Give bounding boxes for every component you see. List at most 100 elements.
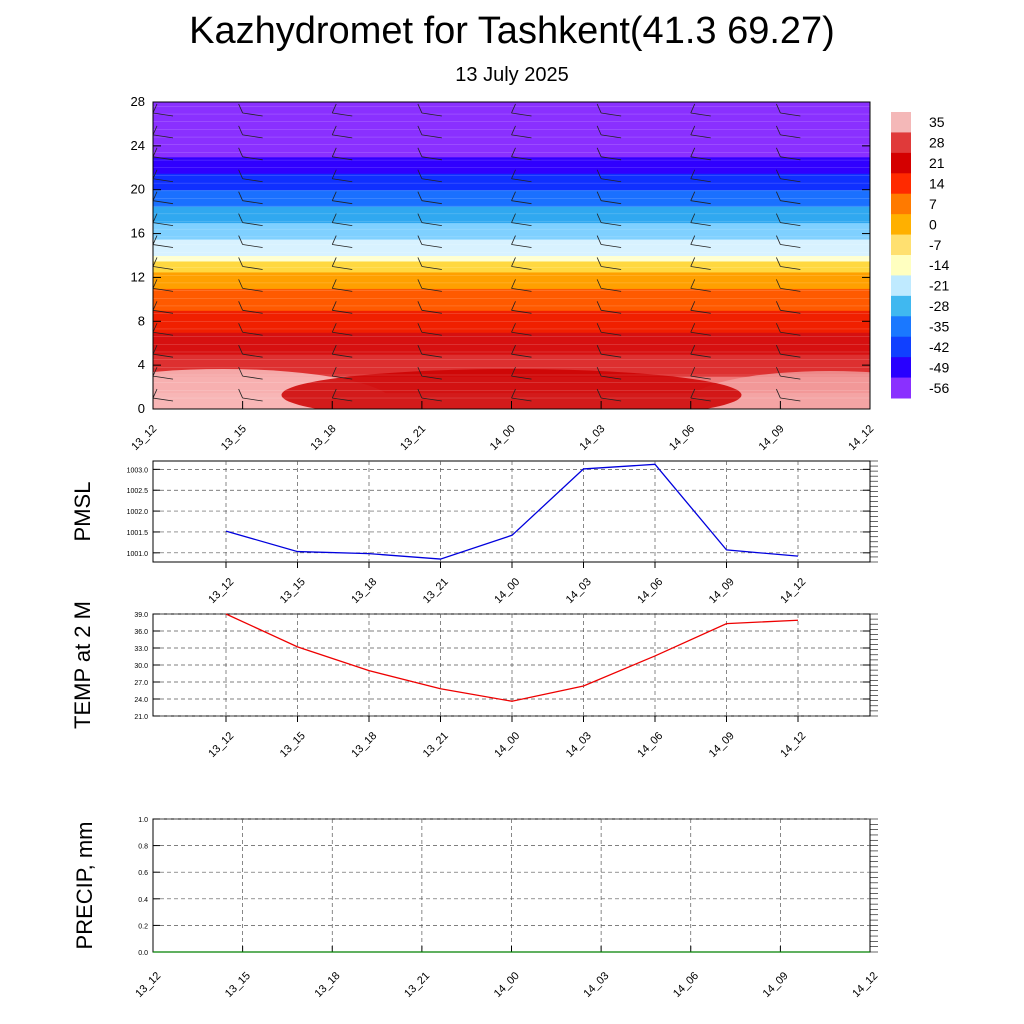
wind-barb-staff (596, 257, 602, 267)
wind-barb-flag (869, 354, 870, 355)
wind-barb (511, 235, 532, 248)
wind-barb (331, 235, 353, 248)
wind-barb-flag (780, 244, 801, 248)
wind-barb-flag (780, 353, 801, 358)
wind-barb-flag (511, 222, 532, 227)
wind-barb-staff (331, 103, 337, 114)
wind-barb-staff (331, 301, 337, 311)
wind-barb-staff (690, 345, 696, 355)
wind-barb (511, 345, 532, 358)
wind-barb (417, 366, 442, 380)
colorbar-swatch (891, 377, 911, 399)
wind-barb-staff (153, 103, 158, 114)
wind-barb-staff (417, 279, 423, 289)
wind-barb (238, 323, 263, 336)
wind-barb-flag (690, 309, 711, 314)
wind-barb-flag (780, 222, 801, 227)
wind-barb-flag (780, 200, 801, 205)
wind-barb-flag (242, 287, 263, 292)
wind-barb-flag (869, 134, 870, 136)
wind-barb (238, 257, 263, 270)
wind-barb-flag (332, 309, 353, 314)
wind-barb (776, 301, 801, 314)
panel-frame (152, 460, 871, 563)
x-tick-label: 14_06 (635, 730, 665, 760)
wind-barb (596, 366, 622, 380)
wind-barb (331, 213, 353, 227)
wind-barb-staff (596, 301, 602, 311)
wind-barb-flag (601, 397, 622, 402)
wind-barb (869, 265, 870, 267)
wind-barb (153, 257, 174, 270)
wind-barb-flag (869, 376, 870, 377)
wind-barb-staff (238, 301, 243, 311)
wind-barb (776, 213, 801, 227)
x-tick-label: 13_21 (402, 970, 432, 1000)
x-tick-label: 13_15 (278, 730, 308, 760)
wind-barb-flag (511, 112, 532, 117)
wind-barb-flag (601, 200, 622, 205)
wind-barb-staff (690, 366, 696, 377)
wind-barb-staff (153, 235, 158, 245)
colorbar-swatch (891, 357, 911, 379)
wind-barb-staff (596, 147, 602, 157)
wind-barb-flag (332, 331, 353, 336)
heatmap-band (153, 173, 870, 191)
wind-barb-flag (421, 156, 442, 161)
wind-barb (331, 257, 353, 270)
wind-barb (417, 103, 442, 117)
wind-barb-flag (601, 287, 622, 292)
wind-barb (869, 287, 870, 289)
colorbar-label: 35 (929, 114, 945, 130)
wind-barb-flag (690, 353, 711, 358)
x-tick-label: 14_00 (488, 423, 518, 453)
x-tick-label: 14_09 (707, 730, 737, 760)
wind-barb (776, 323, 801, 336)
heatmap-band (153, 310, 870, 333)
wind-barb-flag (601, 331, 622, 336)
wind-barb (153, 169, 174, 183)
x-tick-label: 14_09 (761, 970, 791, 1000)
wind-barb-staff (331, 147, 337, 157)
wind-barb (331, 323, 353, 336)
x-tick-label: 14_03 (564, 576, 594, 606)
wind-barb-staff (511, 103, 516, 114)
wind-barb-staff (869, 331, 870, 333)
wind-barb-staff (153, 257, 158, 267)
wind-barb-flag (421, 134, 442, 139)
wind-barb-flag (153, 156, 174, 161)
wind-barb-flag (869, 288, 870, 289)
wind-barb (596, 345, 622, 358)
wind-barb-flag (690, 178, 711, 183)
wind-barb-flag (332, 178, 353, 183)
wind-barb-flag (690, 287, 711, 292)
wind-barb-staff (153, 213, 158, 223)
wind-barb (869, 331, 870, 333)
wind-barb (596, 125, 622, 139)
y-tick-label: 21.0 (134, 714, 148, 721)
wind-barb (153, 191, 174, 205)
wind-barb-staff (238, 147, 243, 157)
wind-barb-flag (780, 266, 801, 270)
wind-barb-flag (153, 331, 174, 336)
wind-barb-staff (238, 388, 243, 399)
colorbar-swatch (891, 173, 911, 195)
wind-barb-staff (690, 213, 696, 223)
x-tick-label: 13_15 (223, 970, 253, 1000)
wind-barb-flag (690, 266, 711, 270)
x-tick-label: 13_21 (398, 423, 428, 453)
y-axis-label: PMSL (70, 482, 95, 542)
wind-barb-staff (776, 125, 781, 136)
x-tick-label: 14_12 (846, 423, 876, 453)
y-tick-label: 39.0 (134, 612, 148, 619)
wind-barb-staff (331, 323, 337, 333)
wind-barb-staff (153, 323, 158, 333)
wind-barb-flag (242, 375, 263, 380)
wind-barb-staff (511, 345, 516, 355)
colorbar-swatch (891, 193, 911, 215)
wind-barb-staff (776, 169, 781, 179)
colorbar-swatch (891, 112, 911, 133)
wind-barb-staff (511, 301, 516, 311)
wind-barb (417, 235, 442, 248)
